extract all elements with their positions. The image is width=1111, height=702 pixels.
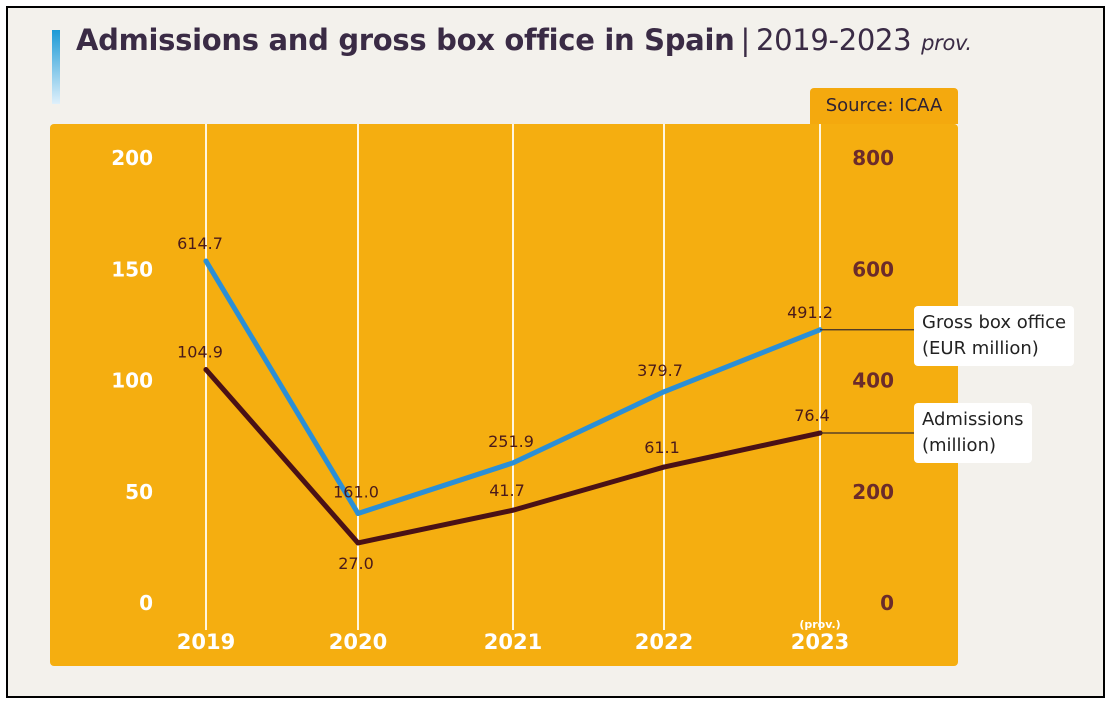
x-label-note-2023: (prov.) <box>799 618 840 631</box>
series-0-label-2022: 379.7 <box>637 361 683 380</box>
title-years: 2019-2023 <box>755 23 912 57</box>
right-tick-400: 400 <box>852 369 894 393</box>
chart-svg: 0 50 100 150 200 0 200 400 600 800 2019 2020 2021 202… <box>111 124 914 654</box>
chart-title-text: Admissions and gross box office in Spain <box>76 23 735 57</box>
series-1-label-2020: 27.0 <box>338 554 374 573</box>
right-tick-600: 600 <box>852 257 894 281</box>
title-accent-bar <box>52 30 60 104</box>
right-tick-200: 200 <box>852 480 894 504</box>
source-label: Source: ICAA <box>810 88 958 124</box>
series-0-point-2020 <box>355 510 361 516</box>
series-0-point-2022 <box>661 389 667 395</box>
series-1-label-2019: 104.9 <box>177 343 223 362</box>
legend-gross-box-office: Gross box office (EUR million) <box>914 306 1075 366</box>
page: Admissions and gross box office in Spain… <box>6 6 1105 698</box>
x-label-2022: 2022 <box>635 630 693 654</box>
series-0-label-2023: 491.2 <box>787 303 833 322</box>
legend-gross-line1: Gross box office <box>922 312 1067 333</box>
series-0-label-2021: 251.9 <box>488 432 534 451</box>
x-label-2023: 2023 <box>791 630 849 654</box>
chart-panel <box>50 124 958 666</box>
legend-admissions: Admissions (million) <box>914 403 1032 463</box>
title-separator: | <box>740 23 750 57</box>
x-label-2020: 2020 <box>329 630 387 654</box>
left-tick-100: 100 <box>111 369 153 393</box>
legend-admissions-line2: (million) <box>922 435 997 456</box>
series-1-point-2021 <box>510 507 516 513</box>
right-tick-0: 0 <box>880 591 894 615</box>
series-1-label-2022: 61.1 <box>644 438 680 457</box>
series-0-label-2019: 614.7 <box>177 234 223 253</box>
series-0-point-2021 <box>510 460 516 466</box>
series-1-point-2022 <box>661 464 667 470</box>
legend-admissions-line1: Admissions <box>922 409 1024 430</box>
series-0-point-2019 <box>203 258 209 264</box>
chart-title: Admissions and gross box office in Spain… <box>76 23 972 57</box>
left-tick-50: 50 <box>125 480 153 504</box>
x-label-2021: 2021 <box>484 630 542 654</box>
left-tick-200: 200 <box>111 146 153 170</box>
series-1-point-2019 <box>203 367 209 373</box>
x-label-2019: 2019 <box>177 630 235 654</box>
series-1-label-2023: 76.4 <box>794 406 830 425</box>
series-1-label-2021: 41.7 <box>489 481 525 500</box>
title-prov: prov. <box>921 31 972 55</box>
legend-gross-line2: (EUR million) <box>922 338 1039 359</box>
left-tick-0: 0 <box>139 591 153 615</box>
left-tick-150: 150 <box>111 257 153 281</box>
series-0-label-2020: 161.0 <box>333 482 379 501</box>
right-tick-800: 800 <box>852 146 894 170</box>
series-1-point-2020 <box>355 540 361 546</box>
